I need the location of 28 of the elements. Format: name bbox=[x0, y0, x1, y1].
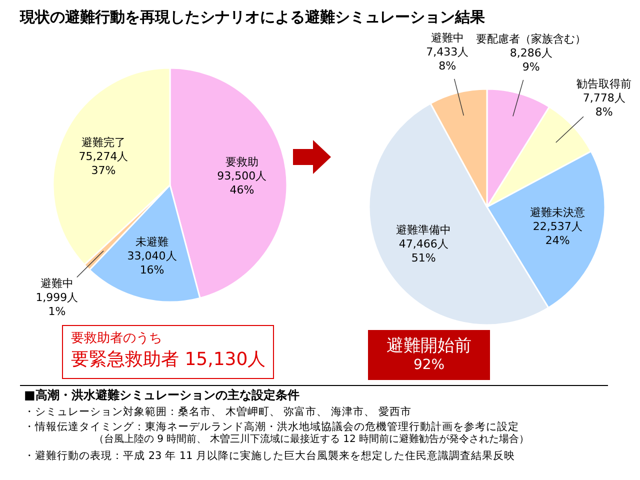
data-label: 93,500人 46% bbox=[217, 170, 267, 197]
text: （台風上陸の 9 時間前、 木曽三川下流域に最接近する 12 時間前に避難勧告が発令された場合） bbox=[94, 434, 530, 446]
data-label: 33,040人 16% bbox=[127, 249, 177, 276]
data-label: 8,286人 9% bbox=[510, 46, 552, 74]
slice-label: 未避難 bbox=[136, 235, 169, 248]
data-label: 75,274人 37% bbox=[78, 150, 128, 178]
slice-label: 避難中 bbox=[40, 276, 74, 290]
slice-label: 要配慮者（家族含む） bbox=[476, 32, 586, 46]
text: 避難開始前 bbox=[386, 335, 472, 357]
slice-label: 避難未決意 bbox=[530, 206, 586, 220]
text: ・避難行動の表現：平成 23 年 11 月以降に実施した巨大台風襲来を想定した住民意識調査結果反映 bbox=[24, 450, 516, 462]
data-label: 1,999人 1% bbox=[36, 290, 78, 318]
slice-label: 要救助 bbox=[225, 156, 258, 169]
data-label: 7,778人 8% bbox=[582, 91, 626, 118]
chart-title: 現状の避難行動を再現したシナリオによる避難シミュレーション結果 bbox=[20, 8, 485, 27]
text: 要救助者のうち bbox=[71, 330, 163, 347]
slice-label: 勧告取得前 bbox=[576, 77, 632, 90]
slice-label: 避難中 bbox=[430, 32, 464, 44]
text: 要緊急救助者 15,130人 bbox=[71, 348, 266, 371]
data-label: 22,537人 24% bbox=[532, 220, 582, 248]
text: ・情報伝達タイミング：東海ネーデルランド高潮・洪水地域協議会の危機管理行動計画を参考に設定 bbox=[24, 420, 520, 433]
data-label: 7,433人 8% bbox=[426, 46, 469, 72]
data-label: 47,466人 51% bbox=[398, 238, 448, 265]
text: ■高潮・洪水避難シミュレーションの主な設定条件 bbox=[24, 388, 300, 403]
slice-label: 避難準備中 bbox=[396, 224, 452, 237]
slice-label: 避難完了 bbox=[81, 136, 126, 150]
text: 92% bbox=[412, 357, 446, 373]
text: ・シミュレーション対象範囲：桑名市、 木曽岬町、 弥富市、 海津市、 愛西市 bbox=[24, 406, 412, 418]
